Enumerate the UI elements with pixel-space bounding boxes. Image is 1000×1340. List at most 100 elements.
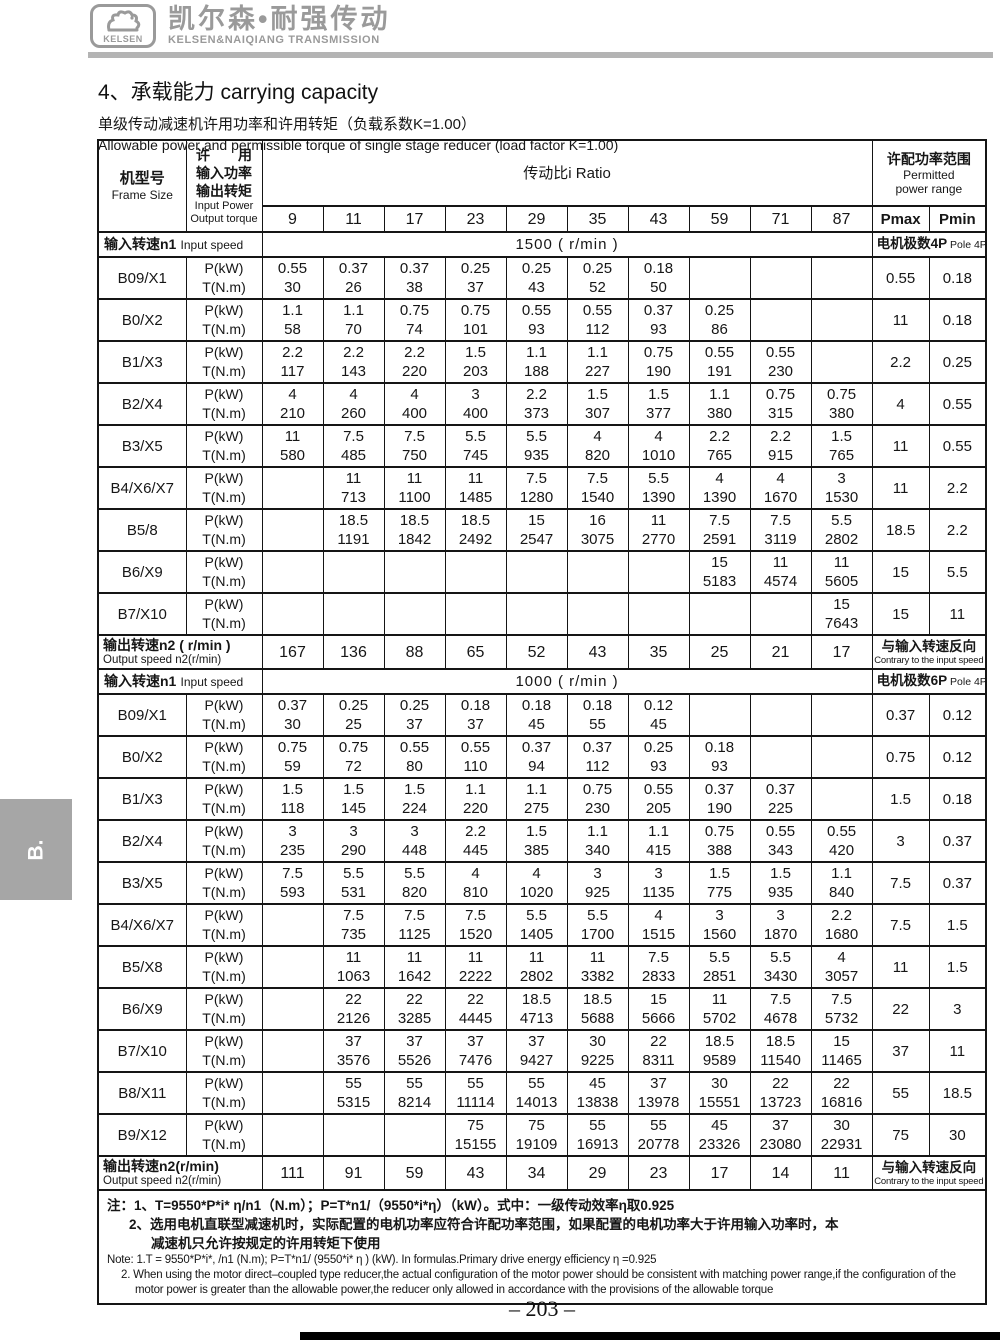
- pmax-cell: 18.5: [871, 508, 930, 552]
- pt-value-cell: 0.18 55: [566, 693, 629, 737]
- pt-value-cell: [322, 550, 385, 594]
- frame-size-cell: B5/8: [97, 508, 187, 552]
- output-speed-value: 52: [505, 634, 568, 670]
- note-cn-3: 减速机只允许按规定的许用转矩下使用: [151, 1236, 381, 1251]
- pt-value-cell: 2.2 445: [444, 819, 507, 863]
- table-notes: 注：1、T=9550*P*i* η/n1（N.m）；P=T*n1/（9550*i…: [97, 1189, 987, 1305]
- pt-value-cell: 18.5 4713: [505, 987, 568, 1031]
- pt-value-cell: 2.2 117: [261, 340, 324, 384]
- pt-value-cell: 4 820: [566, 424, 629, 468]
- table-row: B1/X3 P(kW) T(N.m) 2.2 117 2.2 143 2.2 220 1.5 203…: [97, 340, 987, 384]
- pmin-cell: 0.37: [928, 819, 987, 863]
- table-row: B1/X3 P(kW) T(N.m) 1.5 118 1.5 145 1.5 224 1.1 220…: [97, 777, 987, 821]
- pt-value-cell: 22 16816: [810, 1071, 873, 1115]
- input-speed-label: 输入转速n1 Input speed: [97, 231, 263, 258]
- pt-label-cell: P(kW) T(N.m): [185, 1113, 263, 1157]
- pt-value-cell: 0.75 59: [261, 735, 324, 779]
- pt-value-cell: 37 13978: [627, 1071, 690, 1115]
- pt-label-cell: P(kW) T(N.m): [185, 987, 263, 1031]
- pt-value-cell: 4 210: [261, 382, 324, 426]
- pt-value-cell: 15 11465: [810, 1029, 873, 1073]
- pmin-cell: 0.12: [928, 735, 987, 779]
- pt-value-cell: 0.37 93: [627, 298, 690, 342]
- pt-value-cell: 11 713: [322, 466, 385, 510]
- pt-value-cell: [261, 987, 324, 1031]
- table-row: B2/X4 P(kW) T(N.m) 3 235 3 290 3 448 2.2 445 1.5 385…: [97, 819, 987, 863]
- ratio-value: 35: [566, 205, 629, 233]
- pt-value-cell: 11 1063: [322, 945, 385, 989]
- pt-value-cell: 15 2547: [505, 508, 568, 552]
- pt-value-cell: 3 1560: [688, 903, 751, 947]
- ratio-header: 传动比i Ratio: [261, 139, 873, 207]
- pt-value-cell: 5.5 2802: [810, 508, 873, 552]
- frame-size-cell: B0/X2: [97, 298, 187, 342]
- output-speed-value: 91: [322, 1155, 385, 1191]
- brand-name-en: KELSEN&NAIQIANG TRANSMISSION: [168, 34, 380, 46]
- pt-value-cell: 3 1135: [627, 861, 690, 905]
- pt-value-cell: 0.25 37: [444, 256, 507, 300]
- pt-value-cell: 55 16913: [566, 1113, 629, 1157]
- pt-value-cell: 45 13838: [566, 1071, 629, 1115]
- pt-value-cell: 7.5 1125: [383, 903, 446, 947]
- pmin-cell: 0.12: [928, 693, 987, 737]
- pt-value-cell: 15 5183: [688, 550, 751, 594]
- pt-value-cell: [261, 466, 324, 510]
- pt-value-cell: 3 400: [444, 382, 507, 426]
- frame-size-cell: B7/X10: [97, 592, 187, 636]
- pt-label-cell: P(kW) T(N.m): [185, 382, 263, 426]
- pt-value-cell: 55 11114: [444, 1071, 507, 1115]
- pt-value-cell: 11 2770: [627, 508, 690, 552]
- pt-value-cell: 0.55 112: [566, 298, 629, 342]
- pt-value-cell: [505, 592, 568, 636]
- pt-value-cell: 3 235: [261, 819, 324, 863]
- pt-value-cell: 0.55 93: [505, 298, 568, 342]
- pt-value-cell: [810, 735, 873, 779]
- power-torque-header: 许 用 输入功率 输出转矩 Input Power Output torque: [185, 139, 263, 233]
- pt-value-cell: [261, 1113, 324, 1157]
- pmax-cell: 3: [871, 819, 930, 863]
- pt-value-cell: 55 20778: [627, 1113, 690, 1157]
- pt-label-cell: P(kW) T(N.m): [185, 508, 263, 552]
- pmax-cell: 7.5: [871, 903, 930, 947]
- pt-value-cell: 2.2 1680: [810, 903, 873, 947]
- pt-value-cell: 0.25 52: [566, 256, 629, 300]
- pt-value-cell: 1.5 935: [749, 861, 812, 905]
- pt-value-cell: 1.5 118: [261, 777, 324, 821]
- ratio-value: 9: [261, 205, 324, 233]
- pmin-cell: 11: [928, 1029, 987, 1073]
- pmin-cell: 0.18: [928, 777, 987, 821]
- pt-value-cell: 16 3075: [566, 508, 629, 552]
- pmin-cell: 2.2: [928, 466, 987, 510]
- pt-value-cell: 0.25 43: [505, 256, 568, 300]
- brand-name-cn: 凯尔森•耐强传动: [168, 4, 391, 34]
- pt-value-cell: 55 14013: [505, 1071, 568, 1115]
- pt-value-cell: 0.37 112: [566, 735, 629, 779]
- table-row: B0/X2 P(kW) T(N.m) 0.75 59 0.75 72 0.55 80 0.55 11…: [97, 735, 987, 779]
- pt-value-cell: [688, 256, 751, 300]
- pt-value-cell: [261, 508, 324, 552]
- pt-value-cell: 7.5 1520: [444, 903, 507, 947]
- pmin-cell: 0.25: [928, 340, 987, 384]
- output-speed-value: 23: [627, 1155, 690, 1191]
- pt-value-cell: 11 5605: [810, 550, 873, 594]
- side-tab-label: B.: [24, 839, 47, 860]
- pt-value-cell: [566, 550, 629, 594]
- kelsen-logo: KELSEN: [90, 4, 156, 48]
- capacity-table: 机型号 Frame Size 许 用 输入功率 输出转矩 Input Power…: [97, 139, 988, 1305]
- brand-text: 凯尔森•耐强传动 KELSEN&NAIQIANG TRANSMISSION: [168, 4, 390, 47]
- frame-size-cell: B2/X4: [97, 382, 187, 426]
- table-row: B7/X10 P(kW) T(N.m) 37 3576 37 5526 37 7476 37 94…: [97, 1029, 987, 1073]
- output-speed-value: 34: [505, 1155, 568, 1191]
- pt-value-cell: 3 1870: [749, 903, 812, 947]
- pt-value-cell: [261, 903, 324, 947]
- frame-size-cell: B4/X6/X7: [97, 466, 187, 510]
- pt-value-cell: 0.75 230: [566, 777, 629, 821]
- output-speed-value: 111: [261, 1155, 324, 1191]
- output-speed-value: 29: [566, 1155, 629, 1191]
- pmax-cell: 22: [871, 987, 930, 1031]
- pt-label-cell: P(kW) T(N.m): [185, 592, 263, 636]
- pmin-cell: 0.37: [928, 861, 987, 905]
- pt-value-cell: 5.5 820: [383, 861, 446, 905]
- pt-value-cell: [322, 1113, 385, 1157]
- pt-value-cell: 18.5 2492: [444, 508, 507, 552]
